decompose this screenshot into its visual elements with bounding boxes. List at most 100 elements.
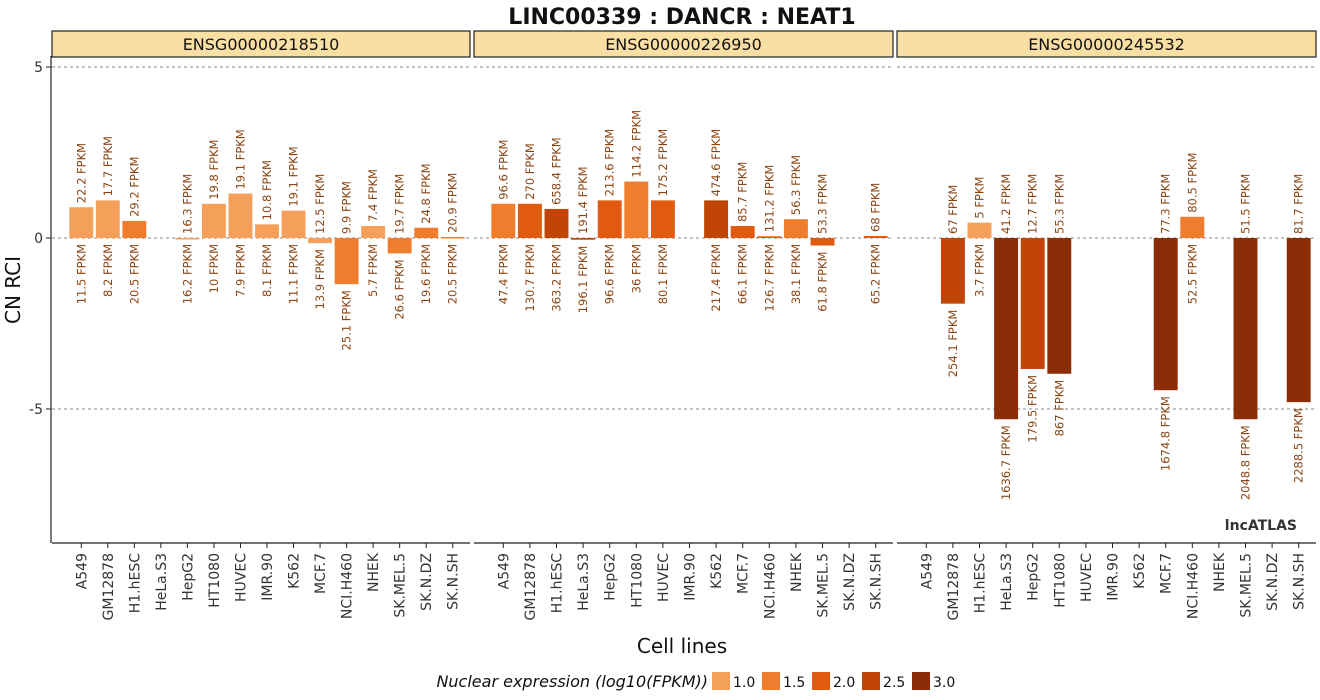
x-tick-label: SK.N.DZ [1265,553,1281,611]
panels-layer: ENSG00000218510 A549 22.2 FPKM 11.5 FPKM GM1… [51,30,1317,620]
y-tick-label: 5 [34,60,43,76]
x-tick-label: HepG2 [1026,553,1042,601]
data-label-bottom: 36 FPKM [629,244,643,293]
data-label-top: 19.1 FPKM [287,146,301,206]
data-label-top: 9.9 FPKM [340,181,354,234]
bar [255,224,279,238]
x-tick-label: K562 [709,553,725,589]
data-label-bottom: 8.2 FPKM [101,244,115,297]
bar [624,181,649,238]
bar [334,238,359,285]
bar [1180,216,1205,238]
data-label-bottom: 65.2 FPKM [869,244,883,304]
x-tick-label: HUVEC [656,553,672,602]
data-label-bottom: 8.1 FPKM [260,244,274,297]
data-label-top: 68 FPKM [869,183,883,232]
bar [228,193,253,238]
x-tick-label: MCF.7 [1159,553,1175,594]
bar [863,235,888,238]
data-label-top: 16.3 FPKM [180,174,194,234]
x-tick-label: GM12878 [523,553,539,620]
bar [571,238,596,240]
lncatlas-watermark: lncATLAS [1225,518,1297,534]
panel-strip-label: ENSG00000226950 [605,35,762,54]
bar [704,200,729,238]
y-axis-title: CN RCI [1,256,25,324]
bar [491,203,516,238]
bar [940,238,965,304]
data-label-bottom: 2048.8 FPKM [1239,425,1253,500]
data-label-bottom: 26.6 FPKM [393,259,407,319]
data-label-top: 19.8 FPKM [207,140,221,200]
legend-swatch [712,672,730,690]
x-tick-label: SK.N.SH [446,553,462,610]
bar [387,238,412,254]
bar [95,200,120,238]
data-label-bottom: 13.9 FPKM [313,249,327,309]
x-tick-label: MCF.7 [736,553,752,594]
x-tick-label: NHEK [789,552,805,592]
panel-strip [473,30,894,58]
x-tick-label: NHEK [1212,552,1228,592]
bar [1153,238,1178,391]
data-label-top: 67 FPKM [946,185,960,234]
data-label-bottom: 130.7 FPKM [523,244,537,312]
data-label-bottom: 19.6 FPKM [419,244,433,304]
x-tick-label: NHEK [366,552,382,592]
data-label-bottom: 10 FPKM [207,244,221,293]
bar [517,203,542,238]
bar [650,200,675,238]
x-tick-label: NCI.H460 [1185,553,1201,619]
x-tick-label: GM12878 [946,553,962,620]
data-label-top: 10.8 FPKM [260,160,274,220]
data-label-top: 85.7 FPKM [736,162,750,222]
legend: Nuclear expression (log10(FPKM)) 1.0 1.5 2… [436,672,955,691]
x-tick-label: A549 [496,553,512,589]
x-tick-label: IMR.90 [683,553,699,601]
x-tick-label: HeLa.S3 [576,553,592,611]
chart-title: LINC00339 : DANCR : NEAT1 [508,5,855,30]
legend-label: 2.0 [833,675,855,691]
x-tick-label: GM12878 [101,553,117,620]
bar [308,238,333,244]
bar [1020,238,1045,369]
panel-strip-label: ENSG00000245532 [1028,35,1185,54]
data-label-top: 131.2 FPKM [762,165,776,233]
data-label-bottom: 1674.8 FPKM [1159,396,1173,471]
data-label-bottom: 20.5 FPKM [127,244,141,304]
x-tick-label: HeLa.S3 [999,553,1015,611]
x-tick-label: HepG2 [603,553,619,601]
data-label-top: 29.2 FPKM [127,157,141,217]
data-label-bottom: 20.5 FPKM [446,244,460,304]
data-label-top: 24.8 FPKM [419,163,433,223]
bar [440,236,465,239]
bar [967,222,992,238]
data-label-bottom: 1636.7 FPKM [999,425,1013,500]
x-tick-label: A549 [919,553,935,589]
y-tick-label: 0 [34,231,43,247]
legend-swatch [762,672,780,690]
bar [1233,238,1258,420]
data-label-bottom: 16.2 FPKM [180,244,194,304]
data-label-top: 12.5 FPKM [313,174,327,234]
data-label-top: 7.4 FPKM [366,169,380,222]
x-tick-label: SK.N.SH [1292,553,1308,610]
x-tick-label: H1.hESC [973,553,989,613]
data-label-top: 55.3 FPKM [1052,174,1066,234]
data-label-top: 41.2 FPKM [999,174,1013,234]
bar [1286,238,1311,403]
legend-title: Nuclear expression (log10(FPKM)) [436,672,708,691]
data-label-bottom: 61.8 FPKM [816,252,830,312]
data-label-bottom: 3.7 FPKM [973,244,987,297]
panel-3: ENSG00000245532 A549 GM12878 67 FPKM 254.1 F… [896,30,1317,620]
data-label-bottom: 254.1 FPKM [946,310,960,378]
x-tick-label: HUVEC [233,553,249,602]
bar [69,207,94,238]
x-tick-label: HeLa.S3 [154,553,170,611]
x-tick-label: HepG2 [180,553,196,601]
panel-strip [51,30,471,58]
x-tick-label: SK.N.DZ [419,553,435,611]
bar [175,238,200,240]
data-label-bottom: 2288.5 FPKM [1292,408,1306,483]
x-tick-label: SK.N.DZ [842,553,858,611]
